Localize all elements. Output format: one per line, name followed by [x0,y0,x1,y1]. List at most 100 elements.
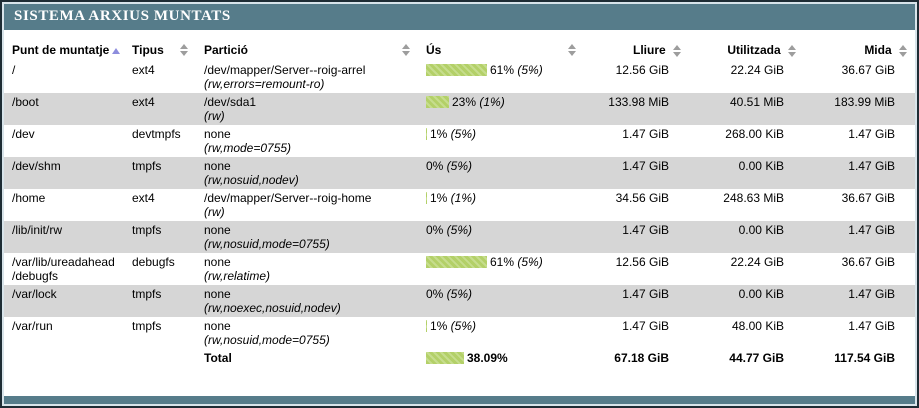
partition-cell: none (rw,noexec,nosuid,nodev) [196,285,418,317]
mount-cell: ​/var​/run [12,319,53,333]
size-cell: 1.47 GiB [848,127,895,141]
usage-bar [426,64,487,76]
usage-cell: 0% (5%) [418,157,584,189]
partition-name: none [204,319,231,333]
mount-options: (rw,noexec,nosuid,nodev) [204,301,341,315]
size-cell: 1.47 GiB [848,287,895,301]
column-header-usage[interactable]: Ús [418,38,584,61]
sort-ascending-icon [112,48,121,54]
type-cell: ext4 [132,95,155,109]
sort-toggle-icon [402,44,410,56]
table-row: ​/ ext4/dev/mapper/Server--roig-arrel (rw,… [4,61,915,93]
column-header-usage-label: Ús [426,43,442,57]
filesystems-table: Punt de muntatje Tipus Partició [4,38,915,367]
usage-cell: 1% (1%) [418,189,584,221]
partition-name: /dev/mapper/Server--roig-home [204,191,372,205]
used-cell: 268.00 KiB [725,127,784,141]
usage-percent: 0% [426,223,444,237]
usage-alert-threshold: (5%) [514,255,543,269]
size-cell: 36.67 GiB [841,191,895,205]
usage-alert-threshold: (5%) [443,223,473,237]
table-row: ​/var​/run tmpfs none (rw,nosuid,mode=0755)… [4,317,915,349]
mount-options: (rw,nosuid,mode=0755) [204,333,330,347]
usage-bar [426,96,449,108]
free-cell: 1.47 GiB [622,287,669,301]
partition-name: none [204,159,231,173]
partition-name: none [204,255,231,269]
table-row: ​/var​/lib​/ureadahead​/debugfs debugfs no… [4,253,915,285]
sort-toggle-icon [568,44,576,56]
usage-alert-threshold: (1%) [447,191,477,205]
partition-cell: Total [196,349,418,367]
column-header-mount[interactable]: Punt de muntatje [4,38,124,61]
usage-cell: 61% (5%) [418,253,584,285]
partition-name: none [204,223,231,237]
table-row: ​/lib​/init​/rw tmpfs none (rw,nosuid,mode=… [4,221,915,253]
sort-toggle-icon [673,44,681,57]
usage-cell: 0% (5%) [418,221,584,253]
usage-bar [426,256,487,268]
usage-alert-threshold: (5%) [514,63,543,77]
mount-cell: ​/ [12,63,16,77]
used-cell: 22.24 GiB [730,63,784,77]
type-cell: tmpfs [132,319,162,333]
mount-cell: ​/var​/lock [12,287,57,301]
mount-options: (rw,relatime) [204,269,271,283]
usage-bar [426,192,427,204]
used-cell: 0.00 KiB [738,223,784,237]
column-header-size-label: Mida [864,43,892,57]
usage-percent: 38.09% [467,351,508,365]
type-cell: devtmpfs [132,127,181,141]
partition-cell: none (rw,nosuid,mode=0755) [196,317,418,349]
partition-name: none [204,287,231,301]
used-cell: 248.63 MiB [723,191,784,205]
usage-bar [426,352,464,364]
usage-alert-threshold: (1%) [476,95,505,109]
free-cell: 67.18 GiB [614,351,669,365]
used-cell: 22.24 GiB [730,255,784,269]
used-cell: 44.77 GiB [729,351,784,365]
free-cell: 12.56 GiB [615,63,669,77]
used-cell: 40.51 MiB [729,95,784,109]
type-cell: ext4 [132,191,155,205]
usage-cell: 23% (1%) [418,93,584,125]
column-header-used[interactable]: Utilitzada [689,38,804,61]
partition-cell: none (rw,nosuid,mode=0755) [196,221,418,253]
mount-options: (rw) [204,205,225,219]
partition-cell: none (rw,mode=0755) [196,125,418,157]
column-header-free-label: Lliure [632,43,666,57]
size-cell: 183.99 MiB [834,95,895,109]
sort-toggle-icon [788,44,796,57]
column-header-mount-label: Punt de muntatje [12,43,110,57]
column-header-size[interactable]: Mida [804,38,915,61]
free-cell: 12.56 GiB [615,255,669,269]
column-header-partition[interactable]: Partició [196,38,418,61]
partition-cell: /dev/mapper/Server--roig-arrel (rw,errors… [196,61,418,93]
usage-alert-threshold: (5%) [443,287,473,301]
partition-cell: /dev/sda1 (rw) [196,93,418,125]
mount-options: (rw,nosuid,mode=0755) [204,237,330,251]
free-cell: 1.47 GiB [622,223,669,237]
column-header-type[interactable]: Tipus [124,38,196,61]
column-header-partition-label: Partició [204,43,249,57]
free-cell: 1.47 GiB [622,127,669,141]
total-label: Total [204,351,232,365]
mount-cell: ​/home [12,191,46,205]
used-cell: 48.00 KiB [731,319,784,333]
usage-percent: 1% [430,191,448,205]
mount-options: (rw,mode=0755) [204,141,292,155]
usage-alert-threshold: (5%) [443,159,473,173]
usage-cell: 1% (5%) [418,125,584,157]
column-header-free[interactable]: Lliure [584,38,689,61]
mount-cell [4,349,124,367]
used-cell: 0.00 KiB [738,287,784,301]
mount-cell: ​/dev [12,127,35,141]
table-row: ​/dev devtmpfs none (rw,mode=0755) 1% (5%) 1.… [4,125,915,157]
type-cell [124,349,196,367]
partition-cell: none (rw,nosuid,nodev) [196,157,418,189]
mount-cell: ​/lib​/init​/rw [12,223,63,237]
column-header-used-label: Utilitzada [727,43,781,57]
size-cell: 1.47 GiB [848,223,895,237]
usage-percent: 1% [430,319,448,333]
table-header-row: Punt de muntatje Tipus Partició [4,38,915,61]
